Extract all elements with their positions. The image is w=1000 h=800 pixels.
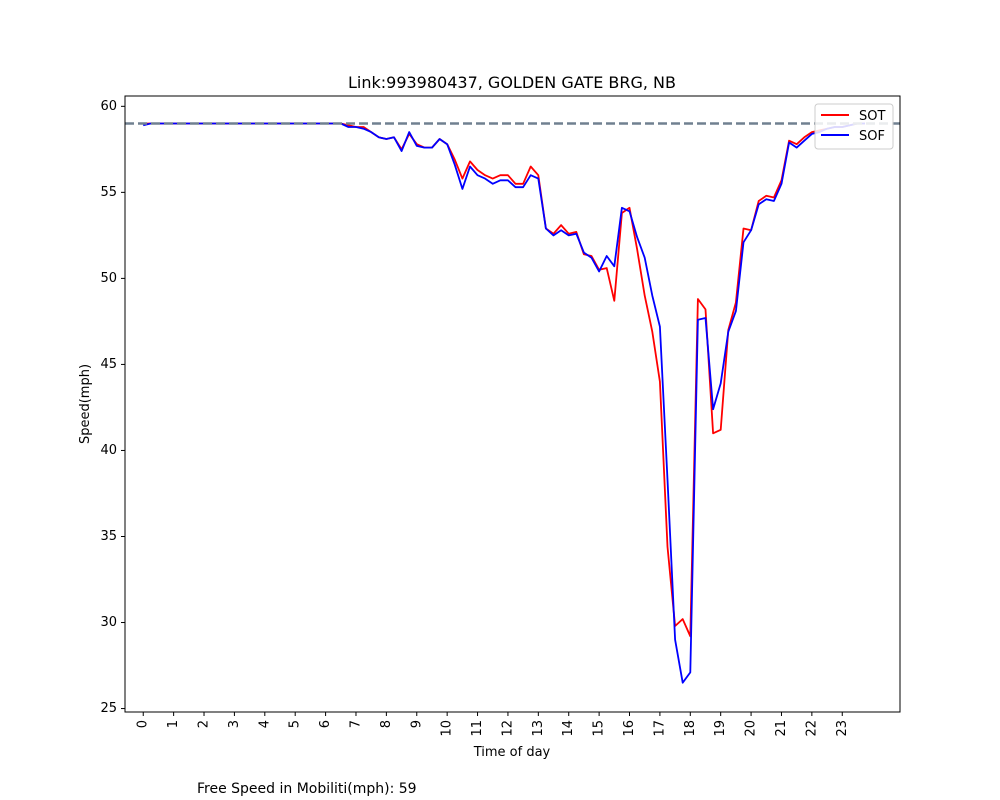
- x-tick-label: 4: [257, 720, 272, 728]
- plot-layer: [125, 122, 900, 684]
- legend-label-sof: SOF: [859, 129, 885, 144]
- x-tick-label: 13: [531, 720, 546, 737]
- x-tick-label: 20: [744, 720, 759, 737]
- x-tick-label: 15: [592, 720, 607, 737]
- x-tick-label: 23: [835, 720, 850, 737]
- y-tick-label: 45: [100, 357, 117, 372]
- y-tick-label: 30: [100, 615, 117, 630]
- y-tick-label: 60: [100, 99, 117, 114]
- x-tick-label: 2: [197, 720, 212, 728]
- x-tick-label: 7: [348, 720, 363, 728]
- x-tick-label: 10: [440, 720, 455, 737]
- plot-frame: [124, 95, 901, 713]
- y-tick-label: 25: [100, 701, 117, 716]
- x-tick-label: 16: [622, 720, 637, 737]
- y-tick-label: 40: [100, 443, 117, 458]
- x-tick-label: 6: [318, 720, 333, 728]
- x-tick-label: 22: [804, 720, 819, 737]
- x-tick-label: 12: [500, 720, 515, 737]
- y-tick-label: 35: [100, 529, 117, 544]
- free-speed-note: Free Speed in Mobiliti(mph): 59: [197, 781, 417, 797]
- x-tick-label: 5: [288, 720, 303, 728]
- x-tick-label: 21: [774, 720, 789, 737]
- x-tick-label: 11: [470, 720, 485, 737]
- y-tick-label: 55: [100, 185, 117, 200]
- x-tick-label: 3: [227, 720, 242, 728]
- series-line-sot: [143, 122, 865, 638]
- chart-title: Link:993980437, GOLDEN GATE BRG, NB: [348, 73, 676, 92]
- legend-label-sot: SOT: [859, 109, 885, 124]
- x-tick-label: 17: [652, 720, 667, 737]
- axis-layer: 0 1 2 3 4 5 6 7 8 9 10 11 12 13 14 15 16 17 18 19 20 21 22 2325…: [100, 99, 849, 737]
- x-tick-label: 8: [379, 720, 394, 728]
- x-tick-label: 14: [561, 720, 576, 737]
- x-tick-label: 0: [136, 720, 151, 728]
- x-tick-label: 19: [713, 720, 728, 737]
- y-axis-label: Speed(mph): [78, 364, 93, 444]
- x-tick-label: 18: [683, 720, 698, 737]
- y-tick-label: 50: [100, 271, 117, 286]
- legend: SOT SOF: [814, 103, 894, 150]
- x-axis-label: Time of day: [473, 745, 551, 760]
- x-tick-label: 9: [409, 720, 424, 728]
- x-tick-label: 1: [166, 720, 181, 728]
